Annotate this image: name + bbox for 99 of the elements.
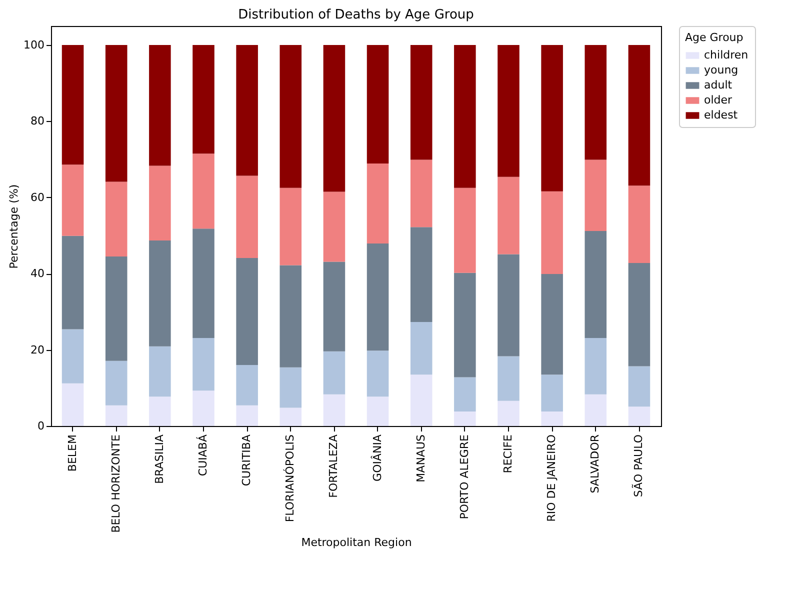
- x-tick-label: FORTALEZA: [327, 434, 340, 498]
- legend-label: children: [704, 48, 748, 62]
- bar: [584, 394, 607, 426]
- bar: [541, 274, 563, 375]
- bar: [280, 265, 302, 368]
- bar: [454, 188, 476, 273]
- bar: [498, 254, 520, 356]
- y-tick-label: 80: [30, 114, 44, 128]
- bar: [105, 360, 128, 406]
- bar: [323, 192, 346, 262]
- bar: [236, 365, 258, 406]
- bar: [410, 160, 432, 228]
- x-tick-label: BELO HORIZONTE: [109, 434, 122, 533]
- bar: [105, 182, 128, 256]
- bar: [366, 396, 389, 426]
- legend-title: Age Group: [685, 31, 744, 44]
- bar: [410, 374, 432, 426]
- legend-label: older: [704, 94, 733, 106]
- bar: [323, 351, 346, 394]
- x-tick-label: RECIFE: [502, 434, 514, 474]
- bar: [192, 154, 214, 229]
- chart-title: Distribution of Deaths by Age Group: [238, 8, 474, 22]
- bar: [105, 256, 128, 361]
- x-tick-label: GOIÂNIA: [370, 434, 384, 482]
- x-tick-label: MANAUS: [414, 434, 428, 482]
- legend-label: young: [704, 64, 738, 76]
- bar: [584, 160, 607, 231]
- bar: [323, 45, 346, 192]
- x-tick-label: SALVADOR: [588, 434, 602, 494]
- x-tick-label: SÃO PAULO: [631, 434, 646, 498]
- bar: [323, 262, 346, 352]
- x-tick-label: CURITIBA: [240, 434, 254, 486]
- bar: [454, 377, 476, 412]
- bar: [236, 405, 258, 426]
- y-tick-label: 40: [30, 267, 44, 280]
- x-tick-label: FLORIANÓPOLIS: [282, 434, 297, 522]
- bar: [454, 412, 476, 426]
- bar: [628, 186, 650, 263]
- bar: [62, 236, 84, 330]
- bar: [541, 412, 563, 426]
- bar: [628, 45, 650, 186]
- y-tick-label: 0: [38, 420, 44, 432]
- x-tick-label: BRASILIA: [152, 434, 166, 484]
- bar: [410, 45, 432, 160]
- bar: [280, 45, 302, 188]
- bar: [280, 367, 302, 408]
- bar: [454, 45, 476, 188]
- y-tick-label: 20: [30, 343, 44, 356]
- x-axis-title: Metropolitan Region: [301, 536, 412, 549]
- bar: [628, 366, 650, 407]
- x-tick-label: RIO DE JANEIRO: [545, 434, 558, 522]
- bar: [149, 396, 171, 426]
- x-tick-label: CUIABÁ: [196, 434, 210, 476]
- bar: [541, 374, 563, 412]
- bar: [236, 176, 258, 258]
- bar: [62, 329, 84, 384]
- legend-label: adult: [704, 78, 733, 92]
- bar: [192, 228, 214, 338]
- bar: [498, 45, 520, 177]
- bar: [192, 338, 214, 391]
- bar: [628, 406, 650, 426]
- bar: [366, 45, 389, 164]
- bar: [105, 405, 128, 426]
- bar: [236, 258, 258, 366]
- bar: [192, 390, 214, 426]
- bar: [62, 164, 84, 236]
- bar: [584, 230, 607, 338]
- bar: [366, 164, 389, 244]
- bar: [62, 45, 84, 165]
- bar: [149, 45, 171, 166]
- bar: [541, 191, 563, 274]
- bar: [149, 240, 171, 346]
- bar: [62, 383, 84, 426]
- bar: [410, 227, 432, 322]
- bar: [280, 188, 302, 266]
- bar: [280, 408, 302, 426]
- bar: [192, 45, 214, 154]
- bar: [541, 45, 563, 192]
- y-axis-title: Percentage (%): [8, 184, 21, 269]
- bar: [366, 350, 389, 397]
- x-tick-label: BELEM: [66, 434, 79, 472]
- y-tick-label: 60: [30, 190, 44, 204]
- bar: [366, 244, 389, 351]
- bar: [498, 356, 520, 401]
- y-tick-label: 100: [24, 38, 44, 52]
- bar: [236, 45, 258, 176]
- legend-label: eldest: [704, 108, 738, 122]
- bar: [498, 176, 520, 254]
- bar: [498, 400, 520, 426]
- x-tick-label: PORTO ALEGRE: [458, 434, 471, 520]
- bar: [105, 45, 128, 182]
- bar: [410, 322, 432, 375]
- bar: [628, 262, 650, 366]
- bar: [149, 166, 171, 240]
- bar: [584, 338, 607, 394]
- bar: [454, 272, 476, 378]
- bar: [584, 45, 607, 160]
- bar: [149, 346, 171, 397]
- bar: [323, 394, 346, 426]
